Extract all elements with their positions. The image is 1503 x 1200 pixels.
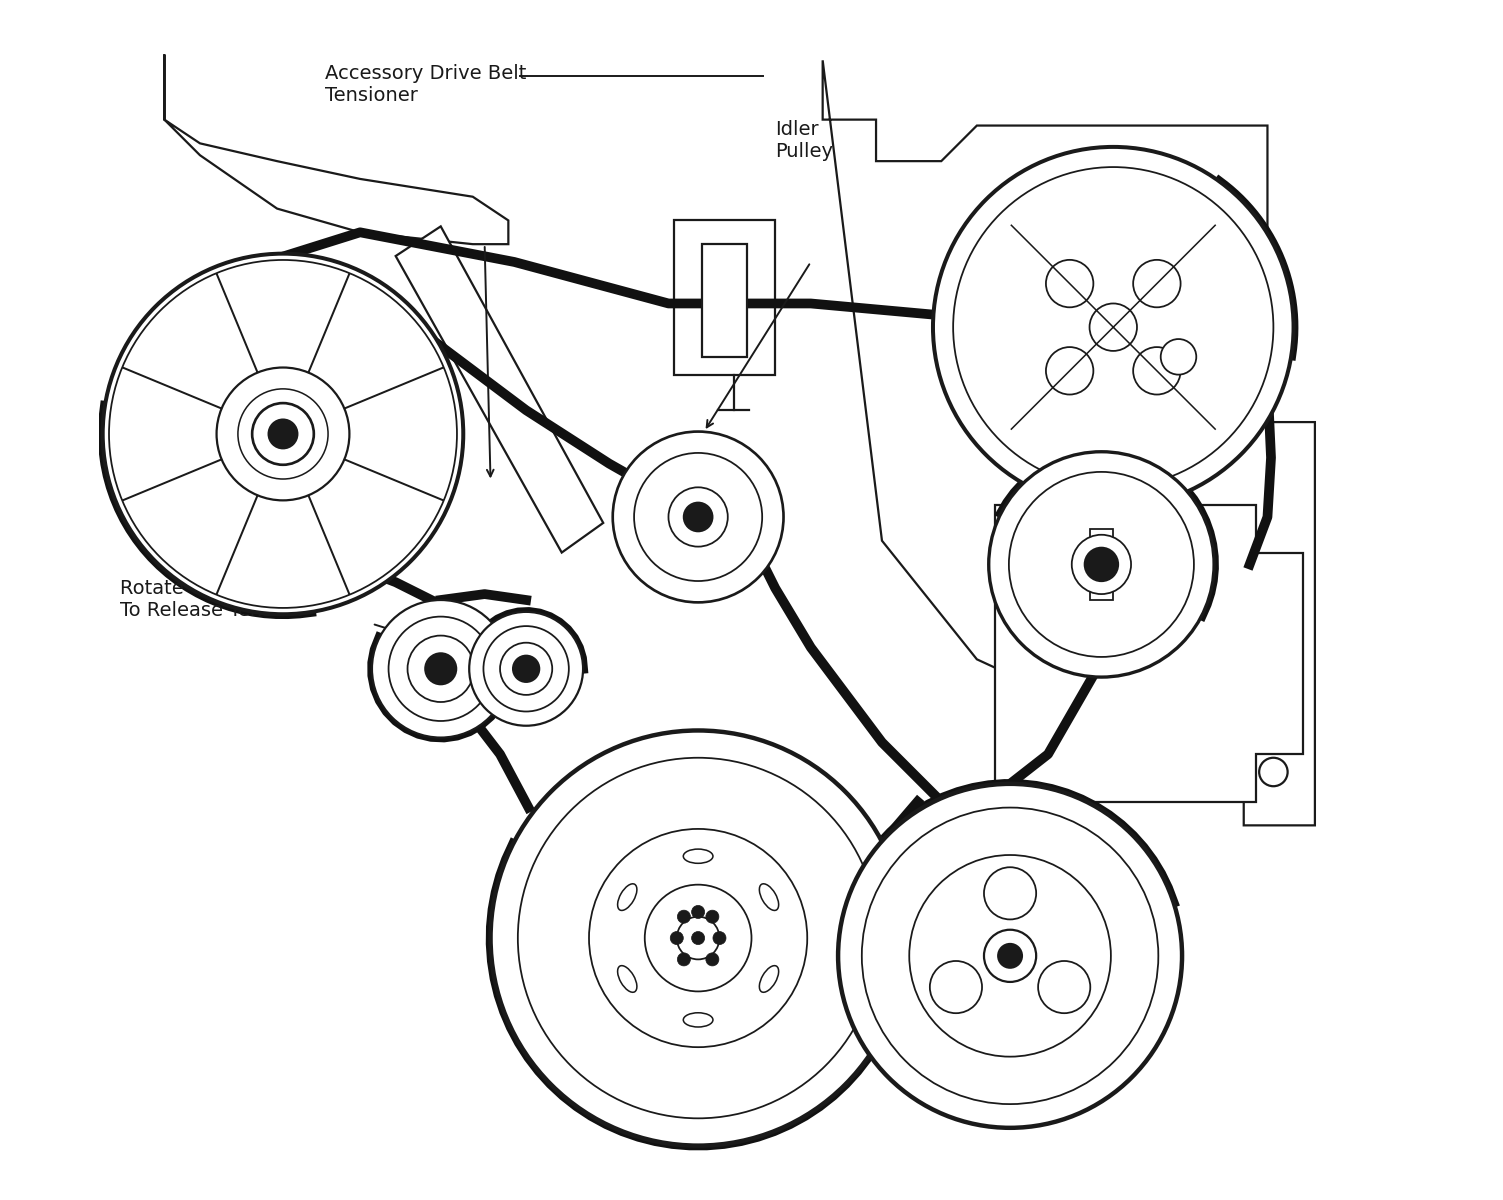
Text: Idler
Pulley: Idler Pulley xyxy=(776,120,833,161)
Circle shape xyxy=(1039,961,1090,1013)
Circle shape xyxy=(613,432,783,602)
Circle shape xyxy=(484,626,568,712)
Circle shape xyxy=(1009,472,1193,656)
Circle shape xyxy=(110,260,457,608)
Circle shape xyxy=(425,653,455,684)
Circle shape xyxy=(513,655,540,682)
Circle shape xyxy=(706,953,718,966)
Polygon shape xyxy=(995,505,1303,802)
Circle shape xyxy=(237,389,328,479)
Circle shape xyxy=(839,784,1181,1128)
FancyBboxPatch shape xyxy=(1090,529,1114,600)
Circle shape xyxy=(407,636,473,702)
Circle shape xyxy=(933,146,1294,508)
Circle shape xyxy=(712,931,726,944)
Circle shape xyxy=(1072,535,1132,594)
Circle shape xyxy=(930,961,981,1013)
Circle shape xyxy=(1260,757,1288,786)
Circle shape xyxy=(1090,304,1136,350)
Circle shape xyxy=(909,856,1111,1057)
Circle shape xyxy=(469,612,583,726)
Circle shape xyxy=(1133,347,1180,395)
Circle shape xyxy=(669,487,727,547)
Circle shape xyxy=(984,930,1036,982)
Circle shape xyxy=(102,253,463,614)
Polygon shape xyxy=(164,54,508,244)
Circle shape xyxy=(670,931,684,944)
Circle shape xyxy=(676,917,720,959)
Circle shape xyxy=(678,910,690,923)
Circle shape xyxy=(998,944,1022,967)
FancyBboxPatch shape xyxy=(702,244,747,356)
Text: Rotate Clockwise
To Release Tension: Rotate Clockwise To Release Tension xyxy=(120,578,302,619)
Polygon shape xyxy=(822,60,1315,826)
Circle shape xyxy=(371,600,510,738)
Circle shape xyxy=(678,953,690,966)
Circle shape xyxy=(984,868,1036,919)
Circle shape xyxy=(691,906,705,918)
Circle shape xyxy=(634,452,762,581)
Circle shape xyxy=(269,420,298,449)
Circle shape xyxy=(953,167,1273,487)
Circle shape xyxy=(861,808,1159,1104)
Circle shape xyxy=(1046,260,1093,307)
Circle shape xyxy=(1085,548,1118,581)
Circle shape xyxy=(500,643,552,695)
Circle shape xyxy=(1046,347,1093,395)
Polygon shape xyxy=(395,227,603,552)
FancyBboxPatch shape xyxy=(675,221,776,374)
Circle shape xyxy=(519,757,878,1118)
Circle shape xyxy=(989,451,1214,677)
Circle shape xyxy=(589,829,807,1048)
Circle shape xyxy=(645,884,752,991)
Circle shape xyxy=(490,731,906,1146)
Circle shape xyxy=(1160,340,1196,374)
Circle shape xyxy=(389,617,493,721)
Circle shape xyxy=(691,931,705,944)
Circle shape xyxy=(216,367,349,500)
Circle shape xyxy=(706,910,718,923)
Circle shape xyxy=(684,503,712,532)
Circle shape xyxy=(253,403,314,464)
Text: Accessory Drive Belt
Tensioner: Accessory Drive Belt Tensioner xyxy=(325,64,526,104)
Circle shape xyxy=(1133,260,1180,307)
